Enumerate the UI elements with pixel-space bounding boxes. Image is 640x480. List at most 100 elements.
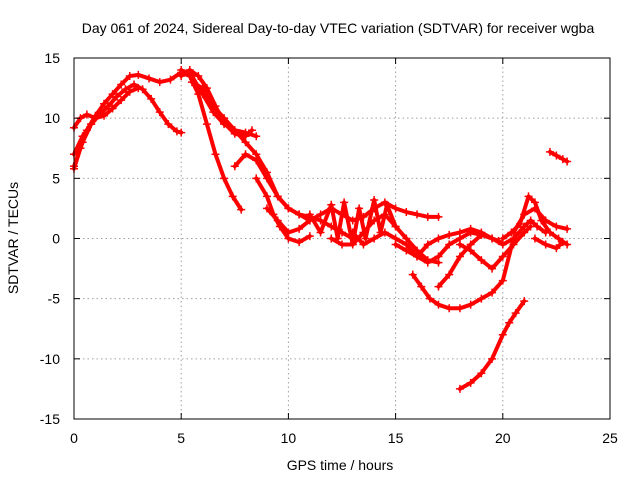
data-point [477,256,486,265]
data-point [402,246,411,255]
data-point [455,384,464,393]
data-point [552,222,561,231]
data-point [530,204,539,213]
data-point [166,75,175,84]
data-point [488,354,497,363]
data-point [187,78,196,87]
data-point [209,102,218,111]
data-point [434,252,443,261]
data-point [202,120,211,129]
data-point [252,174,261,183]
data-point [348,228,357,237]
y-axis-label: SDTVAR / TECUs [5,182,21,294]
data-point [445,270,454,279]
x-tick-label: 25 [602,430,618,446]
series-line [72,70,244,212]
data-point [273,216,282,225]
data-point [241,150,250,159]
y-tick-label: 15 [44,50,60,66]
series-trace-15 [408,216,550,313]
series-line [72,82,184,169]
series-trace-22 [545,147,572,166]
data-point [530,234,539,243]
data-point [541,216,550,225]
series-trace-2 [70,80,186,171]
data-point [477,230,486,239]
data-point [134,84,143,93]
series-trace-1 [70,68,246,214]
data-point [524,192,533,201]
data-point [117,80,126,89]
data-point [526,222,535,231]
data-point [545,228,554,237]
data-point [445,304,454,313]
x-tick-label: 10 [281,430,297,446]
data-point [295,238,304,247]
data-point [498,234,507,243]
data-point [434,282,443,291]
data-point [558,238,567,247]
data-point [355,204,364,213]
data-point [145,74,154,83]
data-point [104,102,113,111]
data-point [498,276,507,285]
data-point [423,212,432,221]
data-point [488,234,497,243]
data-point [558,155,567,164]
data-point [78,132,87,141]
data-point [541,240,550,249]
data-point [520,297,529,306]
data-point [108,104,117,113]
data-point [509,240,518,249]
data-point [488,288,497,297]
data-point [100,99,109,108]
data-point [252,132,261,141]
data-point [434,212,443,221]
series-trace-21 [530,234,567,253]
data-point [164,120,173,129]
data-point [498,252,507,261]
y-tick-label: 0 [52,231,60,247]
data-point [316,210,325,219]
data-point [554,234,563,243]
data-point [230,162,239,171]
data-point [391,240,400,249]
data-point [185,66,194,75]
data-point [295,224,304,233]
data-point [563,157,572,166]
data-point [563,240,572,249]
data-point [413,252,422,261]
data-point [284,228,293,237]
data-point [425,294,434,303]
data-point [327,234,336,243]
series-trace-18 [455,297,529,393]
series-trace-16 [434,230,503,291]
data-point [455,252,464,261]
series-trace-17 [455,222,535,273]
x-tick-label: 5 [177,430,185,446]
data-point [477,369,486,378]
data-point [466,224,475,233]
x-tick-label: 15 [388,430,404,446]
data-point [391,204,400,213]
data-point [155,78,164,87]
data-point [87,120,96,129]
data-point [370,216,379,225]
data-point [380,210,389,219]
data-point [220,114,229,123]
data-point [434,300,443,309]
data-point [117,96,126,105]
data-point [121,85,130,94]
data-point [370,195,379,204]
data-point [520,228,529,237]
series-trace-8 [187,78,314,225]
data-point [262,192,271,201]
data-point [125,87,134,96]
data-point [247,126,256,135]
data-point [316,228,325,237]
data-point [305,210,314,219]
data-point [494,236,503,245]
y-tick-label: 5 [52,170,60,186]
y-tick-label: 10 [44,110,60,126]
data-point [552,244,561,253]
